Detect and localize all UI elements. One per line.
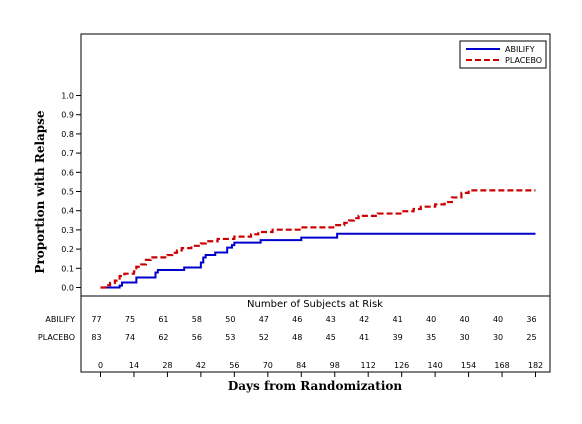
- risk-cell: 52: [259, 333, 269, 342]
- legend: ABILIFY PLACEBO: [459, 40, 547, 69]
- x-tick-label: 56: [229, 361, 239, 370]
- risk-cell: 36: [526, 315, 536, 324]
- x-tick-label: 70: [263, 361, 273, 370]
- risk-cell: 43: [326, 315, 336, 324]
- y-tick-label: 0.6: [61, 168, 74, 177]
- risk-cell: 48: [292, 333, 302, 342]
- risk-cell: 40: [426, 315, 436, 324]
- risk-cell: 50: [225, 315, 235, 324]
- legend-box: [459, 40, 547, 69]
- plot-frame: [80, 33, 551, 373]
- risk-cell: 83: [91, 333, 101, 342]
- y-tick-label: 0.2: [61, 245, 74, 254]
- risk-cell: 41: [359, 333, 369, 342]
- x-tick-label: 0: [98, 361, 103, 370]
- risk-table-title: Number of Subjects at Risk: [247, 299, 383, 310]
- y-tick-label: 1.0: [61, 92, 74, 101]
- series-layer: [100, 189, 536, 289]
- risk-cell: 47: [259, 315, 269, 324]
- risk-cell: 61: [158, 315, 168, 324]
- risk-cell: 42: [359, 315, 369, 324]
- x-tick-label: 14: [129, 361, 139, 370]
- abilify-line: [100, 232, 536, 289]
- x-tick-label: 84: [296, 361, 306, 370]
- risk-cell: 30: [459, 333, 469, 342]
- x-tick-label: 140: [427, 361, 442, 370]
- y-tick-label: 0.0: [61, 284, 74, 293]
- risk-table: Number of Subjects at Risk ABILIFY 77 75 61…: [38, 299, 537, 342]
- risk-cell: 35: [426, 333, 436, 342]
- y-tick-label: 0.3: [61, 226, 74, 235]
- risk-cell: 56: [192, 333, 202, 342]
- y-axis: 0.0 0.1 0.2 0.3 0.4 0.5 0.6 0.7 0.8 0.9 1.0: [61, 92, 81, 293]
- x-tick-label: 28: [162, 361, 172, 370]
- x-axis-title: Days from Randomization: [228, 379, 403, 393]
- risk-cell: 39: [393, 333, 403, 342]
- placebo-line: [100, 189, 536, 289]
- risk-cell: 30: [493, 333, 503, 342]
- risk-row-label: PLACEBO: [38, 333, 75, 342]
- risk-cell: 58: [192, 315, 202, 324]
- risk-cell: 75: [125, 315, 135, 324]
- risk-cell: 45: [326, 333, 336, 342]
- x-axis: 0 14 28 42 56 70 84 98 112 126 140 154 168 182: [98, 361, 543, 377]
- risk-cell: 40: [459, 315, 469, 324]
- risk-cell: 40: [493, 315, 503, 324]
- y-tick-label: 0.5: [61, 188, 74, 197]
- x-tick-label: 42: [196, 361, 206, 370]
- y-tick-label: 0.1: [61, 264, 74, 273]
- risk-row-label: ABILIFY: [45, 315, 75, 324]
- risk-cell: 53: [225, 333, 235, 342]
- y-tick-label: 0.9: [61, 111, 74, 120]
- x-tick-label: 126: [394, 361, 409, 370]
- y-tick-label: 0.7: [61, 149, 74, 158]
- x-tick-label: 168: [494, 361, 509, 370]
- risk-cell: 46: [292, 315, 302, 324]
- risk-cell: 62: [158, 333, 168, 342]
- x-tick-label: 98: [330, 361, 340, 370]
- risk-cell: 74: [125, 333, 135, 342]
- x-tick-label: 154: [461, 361, 476, 370]
- legend-label-placebo: PLACEBO: [505, 56, 542, 65]
- y-axis-title: Proportion with Relapse: [33, 110, 47, 273]
- risk-cell: 77: [91, 315, 101, 324]
- risk-cell: 41: [393, 315, 403, 324]
- legend-label-abilify: ABILIFY: [505, 45, 535, 54]
- y-tick-label: 0.8: [61, 130, 74, 139]
- risk-cell: 25: [526, 333, 536, 342]
- y-tick-label: 0.4: [61, 207, 74, 216]
- x-tick-label: 112: [361, 361, 376, 370]
- x-tick-label: 182: [528, 361, 543, 370]
